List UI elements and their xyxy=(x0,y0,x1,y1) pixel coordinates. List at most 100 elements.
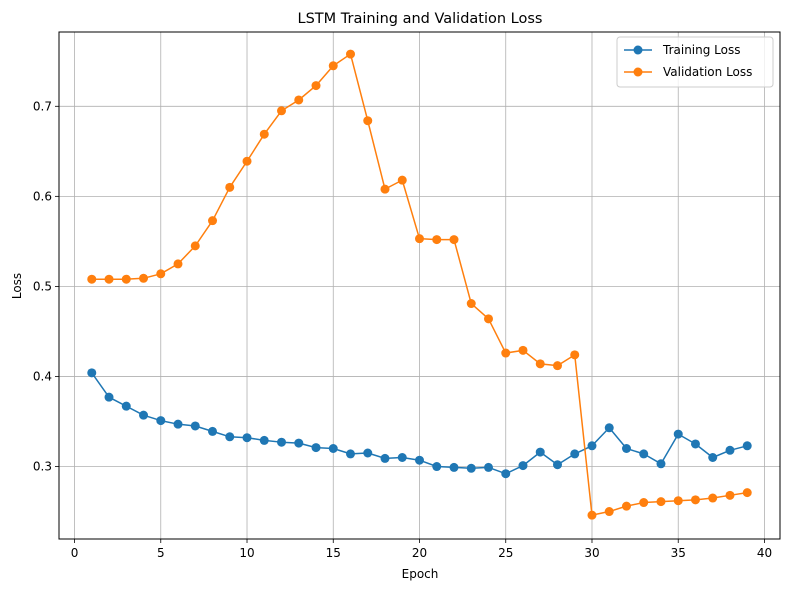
series-layer xyxy=(87,49,752,520)
data-point-validation-loss xyxy=(570,350,580,360)
data-point-validation-loss xyxy=(328,61,338,71)
data-point-validation-loss xyxy=(742,488,752,498)
series-validation-loss xyxy=(87,49,752,520)
data-point-validation-loss xyxy=(415,234,424,244)
data-point-validation-loss xyxy=(552,361,562,371)
x-tick-label: 40 xyxy=(757,546,772,560)
data-point-training-loss xyxy=(277,437,287,447)
data-point-validation-loss xyxy=(277,106,287,116)
data-point-training-loss xyxy=(673,429,683,439)
y-tick-label: 0.6 xyxy=(33,189,52,203)
x-tick-label: 5 xyxy=(157,546,165,560)
legend-label-validation: Validation Loss xyxy=(663,65,752,79)
grid xyxy=(59,32,780,539)
x-tick-label: 15 xyxy=(326,546,341,560)
x-axis-label: Epoch xyxy=(402,567,439,581)
data-point-training-loss xyxy=(621,443,631,453)
data-point-validation-loss xyxy=(535,359,545,369)
data-point-validation-loss xyxy=(397,175,407,185)
data-point-training-loss xyxy=(449,462,459,472)
data-point-validation-loss xyxy=(621,501,631,511)
data-point-validation-loss xyxy=(432,235,442,245)
data-point-validation-loss xyxy=(208,216,218,226)
data-point-validation-loss xyxy=(190,241,200,251)
data-point-training-loss xyxy=(104,392,114,402)
data-point-training-loss xyxy=(328,443,338,453)
data-point-training-loss xyxy=(604,423,614,433)
y-tick-label: 0.5 xyxy=(33,279,52,293)
legend-box xyxy=(616,36,774,88)
data-point-training-loss xyxy=(397,453,407,463)
data-point-training-loss xyxy=(242,433,252,443)
data-point-training-loss xyxy=(725,445,735,455)
x-tick-label: 0 xyxy=(71,546,79,560)
data-point-training-loss xyxy=(259,435,269,445)
data-point-validation-loss xyxy=(242,156,252,166)
data-point-validation-loss xyxy=(483,314,493,324)
x-tick-label: 20 xyxy=(412,546,427,560)
data-point-validation-loss xyxy=(139,273,149,283)
data-point-training-loss xyxy=(570,449,580,459)
x-tick-label: 25 xyxy=(498,546,513,560)
data-point-training-loss xyxy=(311,443,321,453)
data-point-training-loss xyxy=(415,455,424,465)
ticks: 0 5 10 15 20 25 30 35 40 0.3 0.4 0.5 0.6 0.7 xyxy=(33,99,772,560)
chart-title: LSTM Training and Validation Loss xyxy=(298,11,543,27)
data-point-training-loss xyxy=(639,449,649,459)
data-point-training-loss xyxy=(708,453,718,463)
data-point-validation-loss xyxy=(518,345,528,355)
data-point-training-loss xyxy=(139,410,149,420)
data-point-validation-loss xyxy=(587,510,597,520)
data-point-training-loss xyxy=(190,421,200,431)
data-point-training-loss xyxy=(535,447,545,457)
data-point-training-loss xyxy=(552,460,562,470)
data-point-validation-loss xyxy=(87,274,97,284)
data-point-validation-loss xyxy=(380,184,390,194)
data-point-training-loss xyxy=(483,462,493,472)
x-tick-label: 10 xyxy=(239,546,254,560)
data-point-validation-loss xyxy=(156,269,166,279)
data-point-training-loss xyxy=(432,462,442,472)
data-point-validation-loss xyxy=(690,495,700,505)
data-point-training-loss xyxy=(173,419,183,429)
series-training-loss xyxy=(87,368,752,479)
data-point-training-loss xyxy=(156,416,166,426)
data-point-training-loss xyxy=(294,438,304,448)
data-point-validation-loss xyxy=(173,259,183,269)
data-point-validation-loss xyxy=(639,498,649,508)
legend-marker-validation xyxy=(633,67,643,77)
data-point-validation-loss xyxy=(466,299,476,309)
y-tick-label: 0.3 xyxy=(33,460,52,474)
data-point-training-loss xyxy=(466,463,476,473)
data-point-training-loss xyxy=(363,448,373,458)
y-tick-label: 0.7 xyxy=(33,99,52,113)
data-point-validation-loss xyxy=(346,49,356,59)
data-point-validation-loss xyxy=(363,116,373,126)
data-point-validation-loss xyxy=(311,81,321,91)
data-point-validation-loss xyxy=(121,274,131,284)
data-point-validation-loss xyxy=(656,497,666,507)
data-point-validation-loss xyxy=(225,182,235,192)
data-point-training-loss xyxy=(208,426,218,436)
x-tick-label: 30 xyxy=(584,546,599,560)
data-point-validation-loss xyxy=(604,507,614,517)
data-point-training-loss xyxy=(501,469,511,479)
data-point-training-loss xyxy=(656,459,666,469)
data-point-training-loss xyxy=(87,368,97,378)
data-point-training-loss xyxy=(587,441,597,451)
data-point-training-loss xyxy=(690,439,700,449)
legend-label-training: Training Loss xyxy=(662,43,740,57)
legend: Training Loss Validation Loss xyxy=(616,36,774,88)
data-point-training-loss xyxy=(225,432,235,442)
data-point-validation-loss xyxy=(104,274,114,284)
data-point-training-loss xyxy=(380,453,390,463)
data-point-training-loss xyxy=(742,441,752,451)
data-point-training-loss xyxy=(346,449,356,459)
data-point-validation-loss xyxy=(259,129,269,139)
x-tick-label: 35 xyxy=(671,546,686,560)
y-axis-label: Loss xyxy=(10,273,24,299)
data-point-validation-loss xyxy=(708,493,718,503)
data-point-training-loss xyxy=(121,401,131,411)
data-point-validation-loss xyxy=(673,496,683,506)
